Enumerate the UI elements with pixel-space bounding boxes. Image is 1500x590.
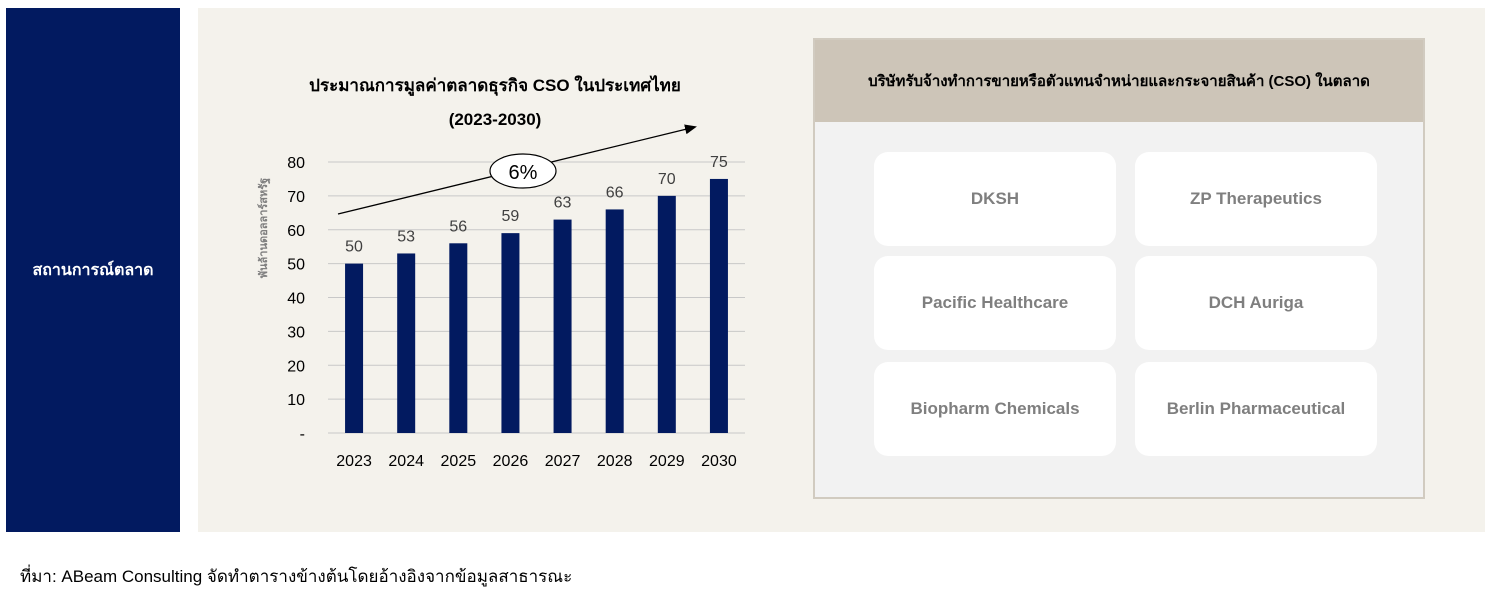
- bar-value-label: 66: [606, 184, 624, 201]
- bar-value-label: 75: [710, 154, 728, 171]
- data-labels: 50 53 56 59 63 66 70 75: [345, 154, 728, 256]
- y-tick-label: 10: [287, 392, 305, 409]
- section-label: สถานการณ์ตลาด: [6, 8, 180, 532]
- y-tick-label: 70: [287, 189, 305, 206]
- chart-subtitle: (2023-2030): [448, 110, 542, 129]
- x-tick-label: 2023: [336, 453, 372, 470]
- cagr-ellipse: [489, 153, 557, 189]
- bar: [397, 253, 416, 433]
- bar: [553, 219, 572, 433]
- x-tick-label: 2025: [441, 453, 477, 470]
- bar: [709, 178, 728, 433]
- company-name: Biopharm Chemicals: [910, 399, 1080, 418]
- y-tick-label: 50: [287, 257, 305, 274]
- y-axis-ticks: - 10 20 30 40 50 60 70 80: [287, 155, 305, 443]
- bar: [345, 263, 364, 433]
- x-tick-label: 2030: [701, 453, 737, 470]
- bar: [605, 209, 624, 433]
- bar-value-label: 53: [397, 228, 415, 245]
- company-name: DCH Auriga: [1208, 293, 1304, 312]
- x-tick-label: 2028: [597, 453, 633, 470]
- chart-bars: [345, 178, 728, 433]
- section-label-text: สถานการณ์ตลาด: [32, 261, 154, 279]
- bar-value-label: 56: [449, 218, 467, 235]
- company-name: DKSH: [970, 189, 1020, 208]
- y-tick-label: 60: [287, 223, 305, 240]
- panel-title: บริษัทรับจ้างทำการขายหรือตัวแทนจำหน่ายแล…: [868, 73, 1370, 90]
- bar: [501, 233, 520, 433]
- bar-value-label: 63: [554, 195, 572, 212]
- company-name: Pacific Healthcare: [921, 293, 1069, 312]
- bar-value-label: 70: [658, 171, 676, 188]
- company-name: ZP Therapeutics: [1190, 189, 1322, 208]
- x-tick-label: 2024: [388, 453, 424, 470]
- growth-trend-arrow: 6%: [337, 124, 697, 215]
- y-tick-label: 20: [287, 358, 305, 375]
- y-axis-label: พันล้านดอลลาร์สหรัฐ: [257, 178, 271, 278]
- company-card: Berlin Pharmaceutical: [1135, 362, 1377, 456]
- bar-value-label: 50: [345, 239, 363, 256]
- x-tick-label: 2029: [649, 453, 685, 470]
- cagr-label: 6%: [509, 162, 538, 184]
- bar: [449, 243, 468, 433]
- chart-gridlines: [328, 161, 745, 434]
- chart-title: ประมาณการมูลค่าตลาดธุรกิจ CSO ในประเทศไท…: [309, 76, 681, 95]
- x-tick-label: 2027: [545, 453, 581, 470]
- x-tick-label: 2026: [493, 453, 529, 470]
- y-tick-label: -: [300, 426, 305, 443]
- company-card: Pacific Healthcare: [874, 256, 1116, 350]
- source-note: ที่มา: ABeam Consulting จัดทำตารางข้างต้…: [20, 567, 573, 586]
- y-tick-label: 40: [287, 291, 305, 308]
- x-axis-ticks: 2023 2024 2025 2026 2027 2028 2029 2030: [336, 453, 737, 470]
- panel-header: บริษัทรับจ้างทำการขายหรือตัวแทนจำหน่ายแล…: [815, 40, 1423, 122]
- company-card: DCH Auriga: [1135, 256, 1377, 350]
- company-card: ZP Therapeutics: [1135, 152, 1377, 246]
- company-card: DKSH: [874, 152, 1116, 246]
- bar-value-label: 59: [502, 208, 520, 225]
- y-tick-label: 80: [287, 155, 305, 172]
- bar: [657, 195, 676, 433]
- company-card: Biopharm Chemicals: [874, 362, 1116, 456]
- company-name: Berlin Pharmaceutical: [1166, 399, 1346, 418]
- y-tick-label: 30: [287, 324, 305, 341]
